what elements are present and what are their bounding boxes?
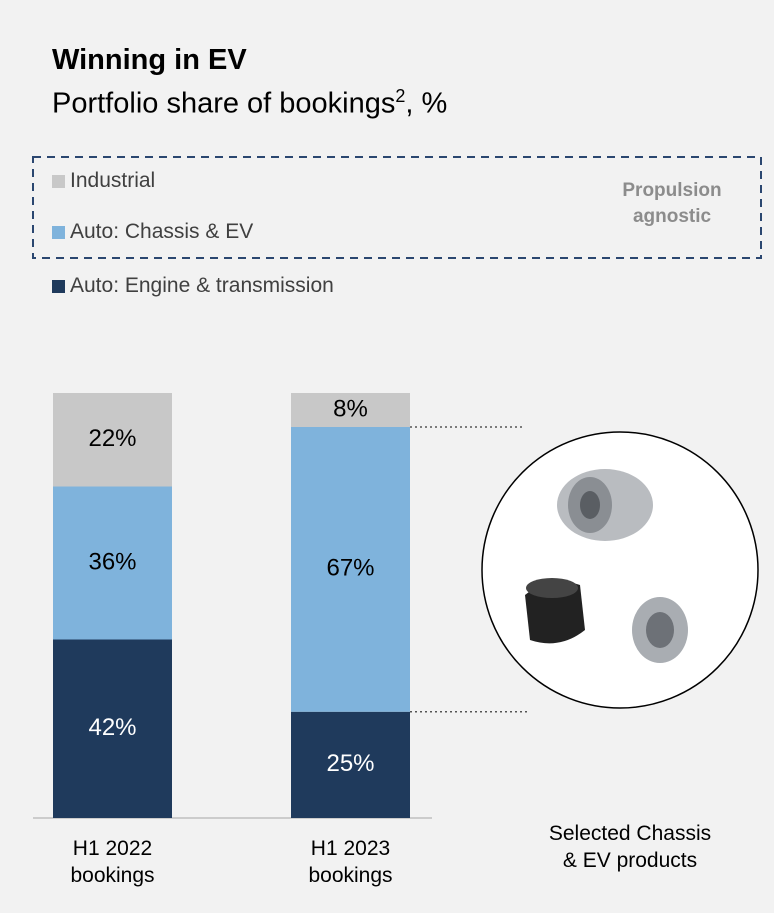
chart-title: Winning in EV: [52, 44, 247, 76]
legend-swatch: [52, 175, 65, 188]
group-box: [32, 156, 762, 259]
legend-label: Auto: Engine & transmission: [70, 274, 334, 297]
data-label: 22%: [88, 425, 136, 452]
x-tick-label: H1 2022 bookings: [70, 837, 155, 887]
bar-segment: [53, 486, 172, 640]
image-caption: Selected Chassis & EV products: [548, 822, 712, 872]
data-label: 36%: [88, 548, 136, 575]
footnote: 2: [395, 86, 406, 106]
product-illustrations: [525, 469, 688, 663]
subtitle-text: Portfolio share of bookings: [52, 87, 396, 120]
bar-segment: [53, 393, 172, 487]
bar-segment: [291, 393, 410, 427]
annotation-line: Propulsion: [622, 180, 722, 201]
bar-segment: [291, 427, 410, 712]
data-label: 25%: [326, 750, 374, 777]
legend-label: Industrial: [70, 169, 156, 192]
data-label: 8%: [333, 395, 368, 422]
bar-segment: [291, 711, 410, 818]
annotation-line: agnostic: [632, 206, 712, 227]
legend-label: Auto: Chassis & EV: [70, 220, 254, 243]
x-tick-label: H1 2023 bookings: [308, 837, 393, 887]
data-label: 67%: [326, 555, 374, 582]
group-annotation: Propulsion agnostic: [612, 178, 732, 230]
chart-subtitle: Portfolio share of bookings2, %: [52, 86, 447, 121]
legend-swatch: [52, 226, 65, 239]
legend-swatch: [52, 280, 65, 293]
subtitle-suffix: , %: [405, 87, 448, 120]
bar-segment: [53, 639, 172, 818]
data-label: 42%: [88, 714, 136, 741]
